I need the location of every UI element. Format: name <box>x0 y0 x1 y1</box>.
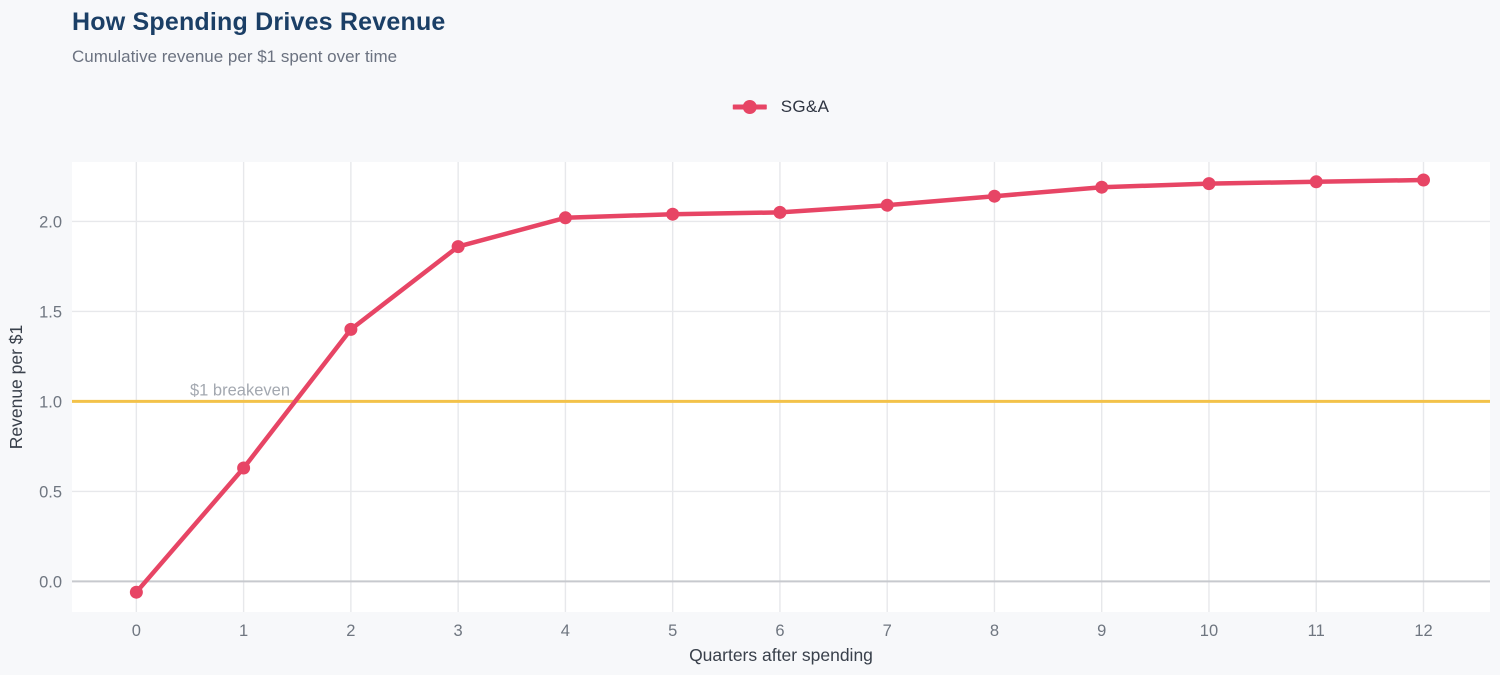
data-point-marker <box>129 585 143 599</box>
data-point-marker <box>1202 177 1216 191</box>
x-tick-label: 7 <box>883 622 892 640</box>
data-point-marker <box>1095 180 1109 194</box>
y-axis-title: Revenue per $1 <box>6 325 26 450</box>
data-point-marker <box>237 461 251 475</box>
data-point-marker <box>987 189 1001 203</box>
data-point-marker <box>1309 175 1323 189</box>
chart-title: How Spending Drives Revenue <box>72 8 446 36</box>
data-point-marker <box>666 207 680 221</box>
breakeven-annotation: $1 breakeven <box>190 381 290 399</box>
data-point-marker <box>558 211 572 225</box>
x-tick-label: 1 <box>239 622 248 640</box>
data-point-marker <box>451 240 465 254</box>
legend-item-sga[interactable]: SG&A <box>732 97 830 117</box>
x-tick-label: 5 <box>668 622 677 640</box>
x-tick-label: 9 <box>1097 622 1106 640</box>
data-point-marker <box>344 322 358 336</box>
y-tick-label: 1.0 <box>39 393 62 411</box>
x-tick-label: 4 <box>561 622 570 640</box>
y-tick-label: 2.0 <box>39 213 62 231</box>
data-point-marker <box>1416 173 1430 187</box>
y-tick-label: 0.0 <box>39 573 62 591</box>
legend-label: SG&A <box>780 97 830 116</box>
x-tick-label: 12 <box>1414 622 1432 640</box>
x-axis-title: Quarters after spending <box>689 645 873 665</box>
x-tick-label: 11 <box>1308 622 1325 640</box>
y-tick-label: 1.5 <box>39 303 62 321</box>
legend-marker-icon <box>732 100 767 114</box>
chart-subtitle: Cumulative revenue per $1 spent over tim… <box>72 47 398 66</box>
x-tick-label: 2 <box>346 622 355 640</box>
data-point-marker <box>773 205 787 219</box>
x-tick-label: 8 <box>990 622 999 640</box>
y-tick-label: 0.5 <box>39 483 62 501</box>
x-tick-label: 6 <box>775 622 784 640</box>
data-point-marker <box>880 198 894 212</box>
x-tick-label: 10 <box>1200 622 1218 640</box>
x-tick-label: 0 <box>132 622 141 640</box>
x-tick-label: 3 <box>454 622 463 640</box>
